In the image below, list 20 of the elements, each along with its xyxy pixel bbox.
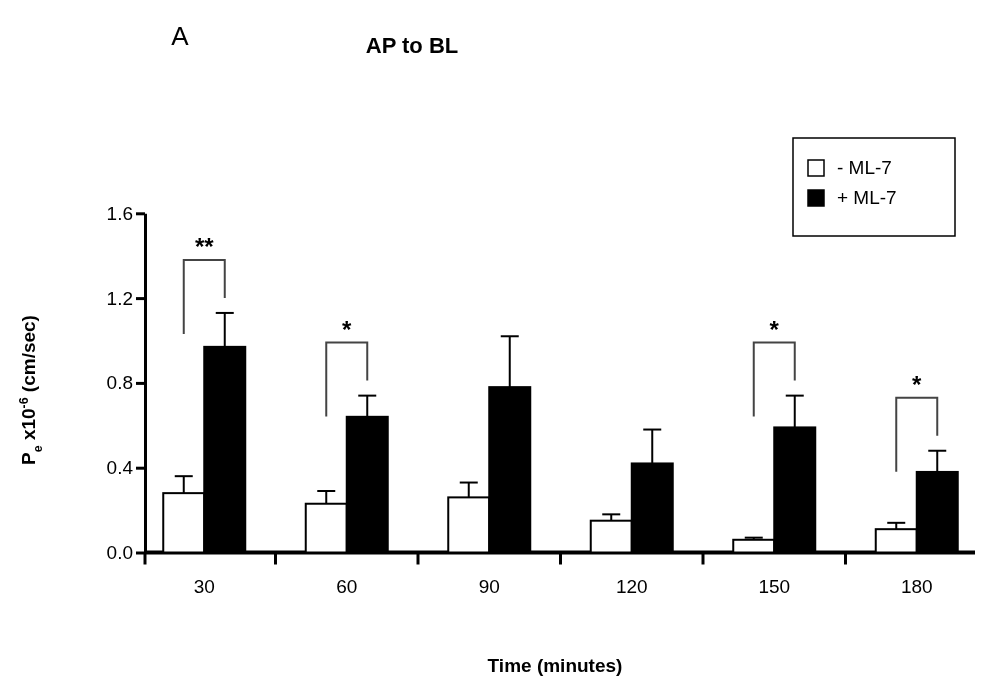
legend-label: + ML-7 (837, 187, 897, 208)
legend-label: - ML-7 (837, 157, 892, 178)
chart-title: AP to BL (365, 33, 459, 58)
x-tick-label: 150 (758, 575, 791, 597)
y-tick-label: 1.2 (106, 287, 133, 309)
annotation: * (769, 315, 780, 343)
text: A (171, 21, 190, 51)
y-tick-label: 0.0 (106, 542, 133, 564)
annotation: * (912, 370, 923, 398)
x-axis-title: Time (minutes) (487, 655, 623, 676)
x-tick-label: 60 (336, 575, 358, 597)
x-tick-label: 180 (900, 575, 933, 597)
y-tick-label: 0.8 (106, 372, 133, 394)
y-tick-label: 1.6 (106, 202, 133, 224)
annotation: ** (194, 232, 215, 260)
x-tick-label: 90 (478, 575, 500, 597)
y-tick-label: 0.4 (106, 457, 134, 479)
annotation: * (342, 315, 353, 343)
x-tick-label: 30 (193, 575, 215, 597)
x-tick-label: 120 (615, 575, 648, 597)
